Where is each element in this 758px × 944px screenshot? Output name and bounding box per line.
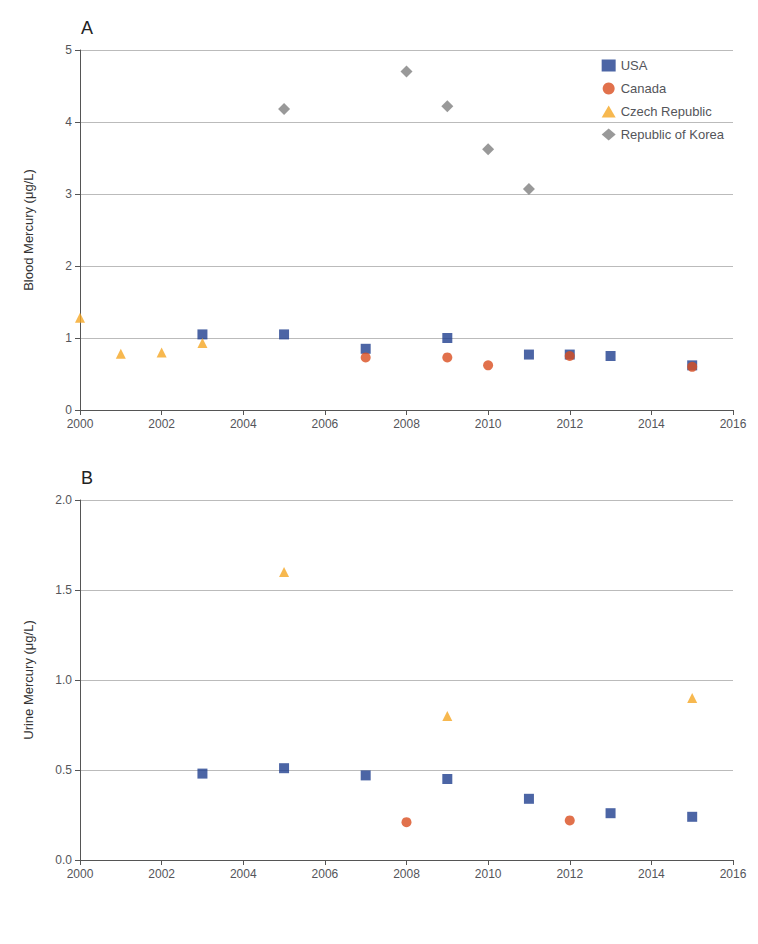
svg-text:Czech Republic: Czech Republic xyxy=(621,104,713,119)
svg-text:0.5: 0.5 xyxy=(55,763,72,777)
svg-text:1.0: 1.0 xyxy=(55,673,72,687)
svg-text:2.0: 2.0 xyxy=(55,493,72,507)
svg-text:2: 2 xyxy=(65,259,72,273)
svg-text:0.0: 0.0 xyxy=(55,853,72,867)
svg-text:4: 4 xyxy=(65,115,72,129)
svg-text:2008: 2008 xyxy=(393,867,420,881)
svg-text:1.5: 1.5 xyxy=(55,583,72,597)
svg-text:2008: 2008 xyxy=(393,417,420,431)
svg-text:2014: 2014 xyxy=(638,867,665,881)
svg-text:2010: 2010 xyxy=(475,417,502,431)
svg-text:2000: 2000 xyxy=(67,417,94,431)
svg-text:2006: 2006 xyxy=(312,417,339,431)
svg-text:2002: 2002 xyxy=(148,417,175,431)
svg-text:0: 0 xyxy=(65,403,72,417)
svg-text:2012: 2012 xyxy=(556,867,583,881)
svg-text:Canada: Canada xyxy=(621,81,667,96)
svg-text:B: B xyxy=(81,468,93,488)
svg-text:5: 5 xyxy=(65,43,72,57)
svg-text:Blood Mercury (μg/L): Blood Mercury (μg/L) xyxy=(21,169,36,291)
svg-text:Urine Mercury (μg/L): Urine Mercury (μg/L) xyxy=(21,620,36,739)
svg-text:2012: 2012 xyxy=(556,417,583,431)
svg-text:2016: 2016 xyxy=(720,417,747,431)
svg-text:Republic of Korea: Republic of Korea xyxy=(621,127,725,142)
svg-text:2016: 2016 xyxy=(720,867,747,881)
svg-text:2010: 2010 xyxy=(475,867,502,881)
svg-text:A: A xyxy=(81,18,93,38)
svg-text:2006: 2006 xyxy=(312,867,339,881)
svg-text:2002: 2002 xyxy=(148,867,175,881)
svg-text:1: 1 xyxy=(65,331,72,345)
svg-text:USA: USA xyxy=(621,58,648,73)
svg-text:2014: 2014 xyxy=(638,417,665,431)
svg-text:2004: 2004 xyxy=(230,417,257,431)
svg-text:2000: 2000 xyxy=(67,867,94,881)
svg-text:2004: 2004 xyxy=(230,867,257,881)
svg-text:3: 3 xyxy=(65,187,72,201)
